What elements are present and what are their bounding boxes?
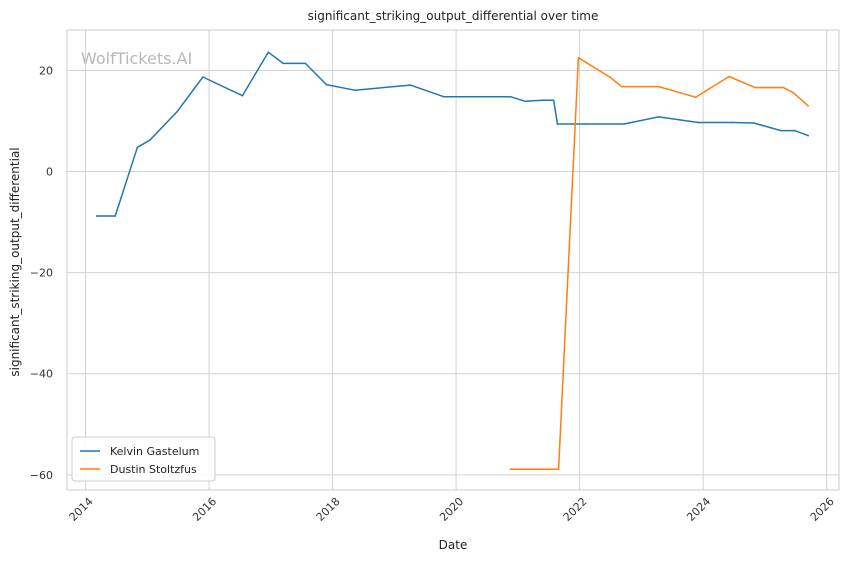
data-point: [782, 86, 785, 89]
data-point: [620, 85, 623, 88]
x-tick-label: 2026: [808, 495, 837, 524]
data-point: [114, 215, 116, 217]
data-point: [694, 96, 697, 99]
data-point: [623, 123, 625, 125]
y-tick-label: 0: [46, 166, 53, 179]
data-point: [241, 94, 244, 97]
data-point: [136, 146, 139, 149]
x-axis-label: Date: [439, 538, 468, 552]
data-point: [657, 116, 660, 118]
y-tick-label: −40: [30, 368, 53, 381]
data-point: [577, 57, 580, 59]
legend: Kelvin Gastelum Dustin Stoltzfus: [71, 436, 216, 482]
data-point: [728, 75, 730, 78]
data-point: [95, 215, 98, 217]
plot-frame: [66, 29, 840, 491]
data-point: [780, 129, 782, 132]
data-point: [657, 85, 660, 88]
x-tick-label: 2016: [190, 495, 219, 524]
legend-box: [71, 436, 216, 482]
legend-label: Kelvin Gastelum: [110, 445, 199, 458]
data-point: [304, 62, 307, 65]
data-point: [148, 139, 151, 141]
data-point: [793, 129, 796, 132]
data-point: [442, 95, 445, 98]
data-point: [524, 100, 527, 103]
data-point: [731, 121, 734, 124]
data-point: [325, 83, 328, 86]
data-point: [354, 89, 356, 91]
data-point: [609, 76, 612, 79]
data-point: [176, 111, 178, 113]
data-point: [202, 76, 204, 78]
data-point: [509, 468, 512, 471]
data-point: [754, 86, 756, 89]
x-tick-label: 2024: [684, 495, 713, 524]
data-point: [752, 122, 755, 124]
watermark-text: WolfTickets.AI: [81, 49, 192, 68]
x-tick-label: 2018: [314, 495, 343, 524]
data-point: [584, 123, 587, 125]
data-point: [409, 84, 412, 86]
data-point: [792, 91, 795, 94]
data-point: [807, 105, 809, 107]
data-point: [541, 99, 544, 102]
data-point: [697, 121, 699, 124]
series-line-dustin-stoltzfus: [509, 57, 809, 471]
data-point: [282, 62, 284, 65]
data-point: [267, 51, 270, 54]
y-axis-label: significant_striking_output_differential: [8, 147, 22, 376]
data-point: [509, 95, 512, 98]
data-point: [557, 468, 560, 471]
data-point: [807, 134, 809, 137]
grid-lines: [67, 30, 839, 490]
y-tick-label: −20: [30, 267, 53, 280]
data-point: [484, 95, 487, 98]
x-tick-label: 2020: [437, 495, 466, 524]
x-tick-label: 2022: [561, 495, 590, 524]
y-tick-label: −60: [30, 469, 53, 482]
data-point: [556, 123, 559, 125]
y-tick-label: 20: [39, 64, 53, 77]
chart-title: significant_striking_output_differential…: [308, 9, 599, 23]
legend-label: Dustin Stoltzfus: [110, 463, 197, 476]
data-point: [552, 99, 555, 102]
x-tick-label: 2014: [67, 495, 96, 524]
series-group: [95, 51, 809, 471]
